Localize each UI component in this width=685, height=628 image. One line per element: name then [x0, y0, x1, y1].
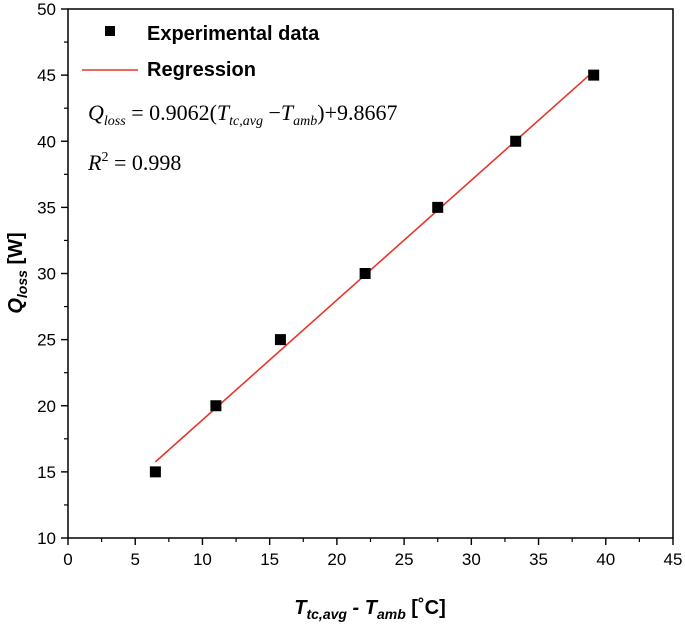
data-point — [510, 135, 522, 147]
data-point — [588, 69, 600, 81]
y-tick-label: 40 — [37, 132, 56, 151]
data-point — [149, 466, 161, 478]
y-tick-label: 50 — [37, 0, 56, 19]
eq-t1-sub: tc,avg — [229, 114, 263, 129]
eq-t1: T — [217, 100, 231, 125]
x-tick-label: 35 — [529, 550, 548, 569]
data-point — [359, 268, 371, 279]
y-axis-title-main: Q — [5, 298, 27, 314]
r2-val: = 0.998 — [108, 150, 181, 175]
x-tick-label: 5 — [130, 550, 139, 569]
y-tick-label: 10 — [37, 529, 56, 548]
y-tick-label: 45 — [37, 66, 56, 85]
y-tick-label: 20 — [37, 397, 56, 416]
y-tick-label: 25 — [37, 331, 56, 350]
regression-equation: Qloss = 0.9062(Ttc,avg −Tamb)+9.8667 — [88, 100, 398, 129]
eq-q-sub: loss — [104, 114, 126, 129]
x-tick-label: 30 — [462, 550, 481, 569]
data-point — [432, 201, 444, 213]
eq-minus: − — [263, 100, 281, 125]
r2-r: R — [87, 150, 102, 175]
x-tick-label: 25 — [395, 550, 414, 569]
y-axis-title-sub: loss — [14, 270, 30, 298]
y-tick-label: 35 — [37, 198, 56, 217]
x-tick-label: 0 — [63, 550, 72, 569]
x-axis-ticks: 0 5 10 15 20 25 30 35 40 45 — [63, 538, 682, 569]
eq-tail: )+9.8667 — [317, 100, 397, 125]
x-tick-label: 20 — [327, 550, 346, 569]
x-axis-title: Ttc,avg - Tamb [˚C] — [294, 596, 445, 622]
x-axis-title-unit: [˚C] — [406, 596, 446, 619]
legend-label-experimental: Experimental data — [147, 23, 320, 45]
experimental-points — [149, 69, 600, 478]
eq-t2: T — [281, 100, 295, 125]
legend-label-regression: Regression — [147, 59, 256, 81]
r2-sup: 2 — [101, 150, 108, 165]
legend-marker-experimental — [105, 26, 115, 36]
y-axis-title: Qloss [W] — [5, 232, 30, 313]
x-tick-label: 15 — [260, 550, 279, 569]
y-tick-label: 30 — [37, 265, 56, 284]
x-tick-label: 45 — [664, 550, 683, 569]
y-axis-title-unit: [W] — [5, 232, 27, 270]
eq-t2-sub: amb — [293, 114, 317, 129]
y-axis-ticks: 10 15 20 25 30 35 40 45 50 — [37, 0, 68, 548]
r-squared: R2 = 0.998 — [87, 150, 181, 175]
legend: Experimental data Regression — [82, 23, 320, 81]
x-axis-title-mid: - T — [347, 597, 379, 619]
x-tick-label: 40 — [596, 550, 615, 569]
y-tick-label: 15 — [37, 463, 56, 482]
x-axis-title-sub2: amb — [377, 606, 406, 622]
eq-body: = 0.9062( — [126, 100, 217, 125]
x-axis-title-sub1: tc,avg — [306, 606, 347, 622]
data-point — [210, 400, 222, 412]
x-axis-title-main: T — [294, 597, 308, 619]
data-point — [274, 334, 286, 346]
eq-q: Q — [88, 100, 104, 125]
x-tick-label: 10 — [193, 550, 212, 569]
